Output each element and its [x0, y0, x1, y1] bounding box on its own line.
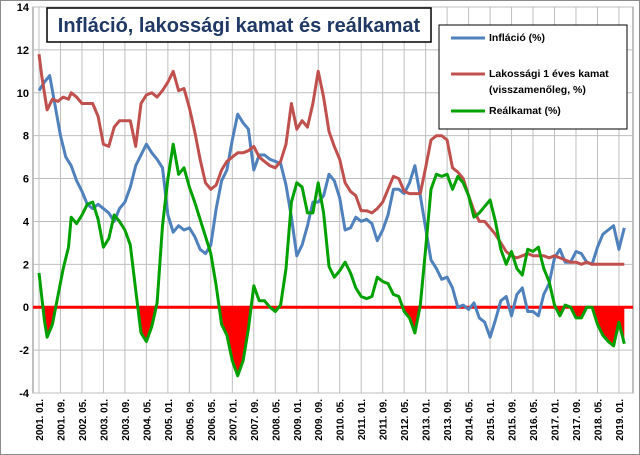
x-tick-label: 2015. 01. [486, 399, 497, 441]
y-tick-label: -4 [19, 388, 30, 400]
legend-label-3: Reálkamat (%) [489, 105, 561, 117]
legend-label-1: Infláció (%) [489, 32, 545, 44]
x-tick-label: 2012. 05. [400, 399, 411, 441]
y-tick-label: 4 [23, 216, 30, 228]
x-tick-label: 2001. 01. [35, 399, 46, 441]
y-tick-label: 10 [17, 88, 29, 100]
series-line-1 [37, 74, 626, 339]
y-tick-label: 12 [17, 45, 29, 57]
y-tick-label: -2 [19, 345, 29, 357]
x-tick-label: 2009. 09. [314, 399, 325, 441]
x-tick-label: 2019. 01. [615, 399, 626, 441]
x-tick-label: 2004. 05. [142, 399, 153, 441]
x-tick-label: 2008. 05. [271, 399, 282, 441]
x-tick-label: 2003. 01. [99, 399, 110, 441]
x-tick-label: 2014. 05. [465, 399, 476, 441]
series-lines [37, 54, 626, 378]
x-tick-label: 2002. 05. [78, 399, 89, 441]
chart-title: Infláció, lakossági kamat és reálkamat [58, 15, 421, 37]
x-axis-ticks: 2001. 01. 2001. 09. 2002. 05. 2003. 01. 2003… [35, 399, 626, 441]
negative-area [570, 307, 587, 318]
x-tick-label: 2003. 09. [121, 399, 132, 441]
negative-area [592, 307, 625, 346]
x-tick-label: 2011. 09. [379, 399, 390, 440]
legend: Infláció (%) Lakossági 1 éves kamat (vissz… [438, 24, 628, 130]
y-tick-label: 14 [17, 2, 30, 14]
x-tick-label: 2009. 01. [293, 399, 304, 441]
x-tick-label: 2007. 01. [228, 399, 239, 441]
x-tick-label: 2015. 09. [508, 399, 519, 441]
series-line-3 [37, 142, 626, 378]
x-tick-label: 2013. 09. [443, 399, 454, 441]
x-tick-label: 2013. 01. [422, 399, 433, 441]
x-tick-label: 2017. 09. [572, 399, 583, 441]
y-axis-ticks: -4 -2 0 2 4 6 8 10 12 14 [17, 2, 30, 400]
x-tick-label: 2005. 09. [185, 399, 196, 441]
y-tick-label: 8 [23, 131, 29, 143]
x-tick-label: 2016. 05. [529, 399, 540, 441]
x-tick-label: 2018. 05. [593, 399, 604, 441]
legend-label-2: Lakossági 1 éves kamat (visszamenőleg, %) [489, 68, 609, 96]
x-tick-label: 2011. 01. [357, 399, 368, 440]
y-tick-label: 6 [23, 174, 29, 186]
x-tick-label: 2007. 09. [250, 399, 261, 441]
x-tick-label: 2006. 05. [207, 399, 218, 441]
y-tick-label: 2 [23, 259, 29, 271]
x-tick-label: 2017. 01. [551, 399, 562, 441]
y-tick-label: 0 [23, 302, 29, 314]
x-tick-label: 2010. 05. [336, 399, 347, 441]
title-box-border [46, 7, 432, 43]
x-tick-label: 2001. 09. [56, 399, 67, 441]
x-tick-label: 2005. 01. [164, 399, 175, 441]
chart-title-box: Infláció, lakossági kamat és reálkamat [46, 7, 432, 43]
